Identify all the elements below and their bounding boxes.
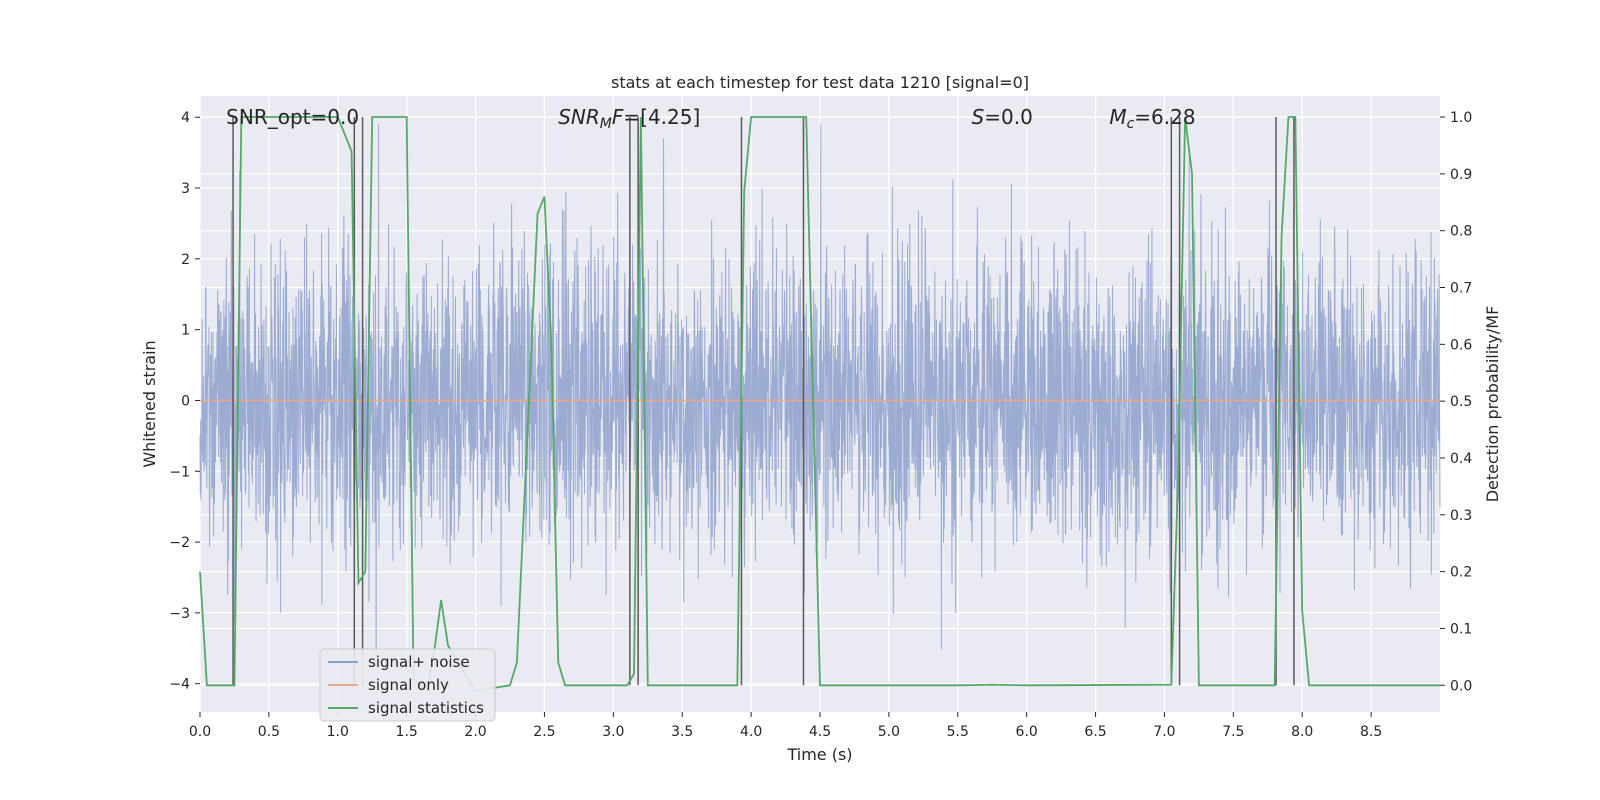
y-tick-label: −1	[169, 464, 190, 480]
legend: signal+ noise signal only signal statist…	[319, 648, 496, 722]
axis-ticks: 0.0 0.5 1.0 1.5 2.0 2.5 3.0 3.5 4.0 4.5 5.0 5.5 6.0 6…	[169, 110, 1472, 740]
x-tick-label: 4.5	[809, 724, 831, 740]
y2-tick-label: 1.0	[1450, 110, 1472, 126]
y2-axis-label: Detection probability/MF	[1483, 306, 1502, 503]
x-tick-label: 1.5	[396, 724, 418, 740]
y-tick-label: 3	[181, 181, 190, 197]
x-tick-label: 5.5	[947, 724, 969, 740]
y2-tick-label: 0.7	[1450, 281, 1472, 297]
x-tick-label: 3.0	[602, 724, 624, 740]
legend-label-signal-statistics: signal statistics	[368, 699, 484, 717]
x-tick-label: 3.5	[671, 724, 693, 740]
y2-tick-label: 0.0	[1450, 678, 1472, 694]
x-tick-label: 7.0	[1153, 724, 1175, 740]
x-tick-label: 8.5	[1360, 724, 1382, 740]
x-tick-label: 1.0	[327, 724, 349, 740]
x-tick-label: 8.0	[1291, 724, 1313, 740]
x-tick-label: 0.5	[258, 724, 280, 740]
signal-statistics-line	[199, 116, 1440, 693]
x-tick-label: 6.5	[1084, 724, 1106, 740]
y-tick-label: 4	[181, 110, 190, 126]
y-tick-label: −3	[169, 606, 190, 622]
y2-tick-label: 0.2	[1450, 565, 1472, 581]
legend-box	[319, 648, 496, 722]
legend-label-signal-noise: signal+ noise	[368, 653, 470, 671]
x-tick-label: 7.5	[1222, 724, 1244, 740]
x-tick-label: 2.5	[533, 724, 555, 740]
y2-tick-label: 0.4	[1450, 451, 1472, 467]
annotations: SNR_opt=0.0 SNRMF=[4.25] S=0.0 Mc=6.28	[226, 105, 1195, 132]
x-tick-label: 5.0	[878, 724, 900, 740]
legend-label-signal-only: signal only	[368, 676, 449, 694]
y2-tick-label: 0.6	[1450, 337, 1472, 353]
y-tick-label: −4	[169, 677, 190, 693]
x-tick-label: 0.0	[189, 724, 211, 740]
y-axis-label: Whitened strain	[140, 340, 159, 467]
y-tick-label: −2	[169, 535, 190, 551]
y2-tick-label: 0.5	[1450, 394, 1472, 410]
x-tick-label: 6.0	[1016, 724, 1038, 740]
signal-noise-line	[199, 124, 1441, 671]
series-signal-noise	[199, 124, 1441, 671]
series-signal-statistics	[199, 116, 1440, 693]
annotation-snr-mf: SNRMF=[4.25]	[558, 105, 700, 132]
annotation-snr-opt: SNR_opt=0.0	[226, 105, 359, 129]
y-tick-label: 0	[181, 393, 190, 409]
y-tick-label: 1	[181, 323, 190, 339]
y2-tick-label: 0.3	[1450, 508, 1472, 524]
y2-tick-label: 0.9	[1450, 167, 1472, 183]
annotation-chirp-mass: Mc=6.28	[1109, 105, 1195, 132]
y-tick-label: 2	[181, 252, 190, 268]
y2-tick-label: 0.8	[1450, 224, 1472, 240]
x-tick-label: 2.0	[464, 724, 486, 740]
y2-tick-label: 0.1	[1450, 621, 1472, 637]
chart-title: stats at each timestep for test data 121…	[611, 73, 1029, 92]
x-tick-label: 4.0	[740, 724, 762, 740]
annotation-s-stat: S=0.0	[972, 105, 1033, 129]
x-axis-label: Time (s)	[786, 745, 852, 764]
